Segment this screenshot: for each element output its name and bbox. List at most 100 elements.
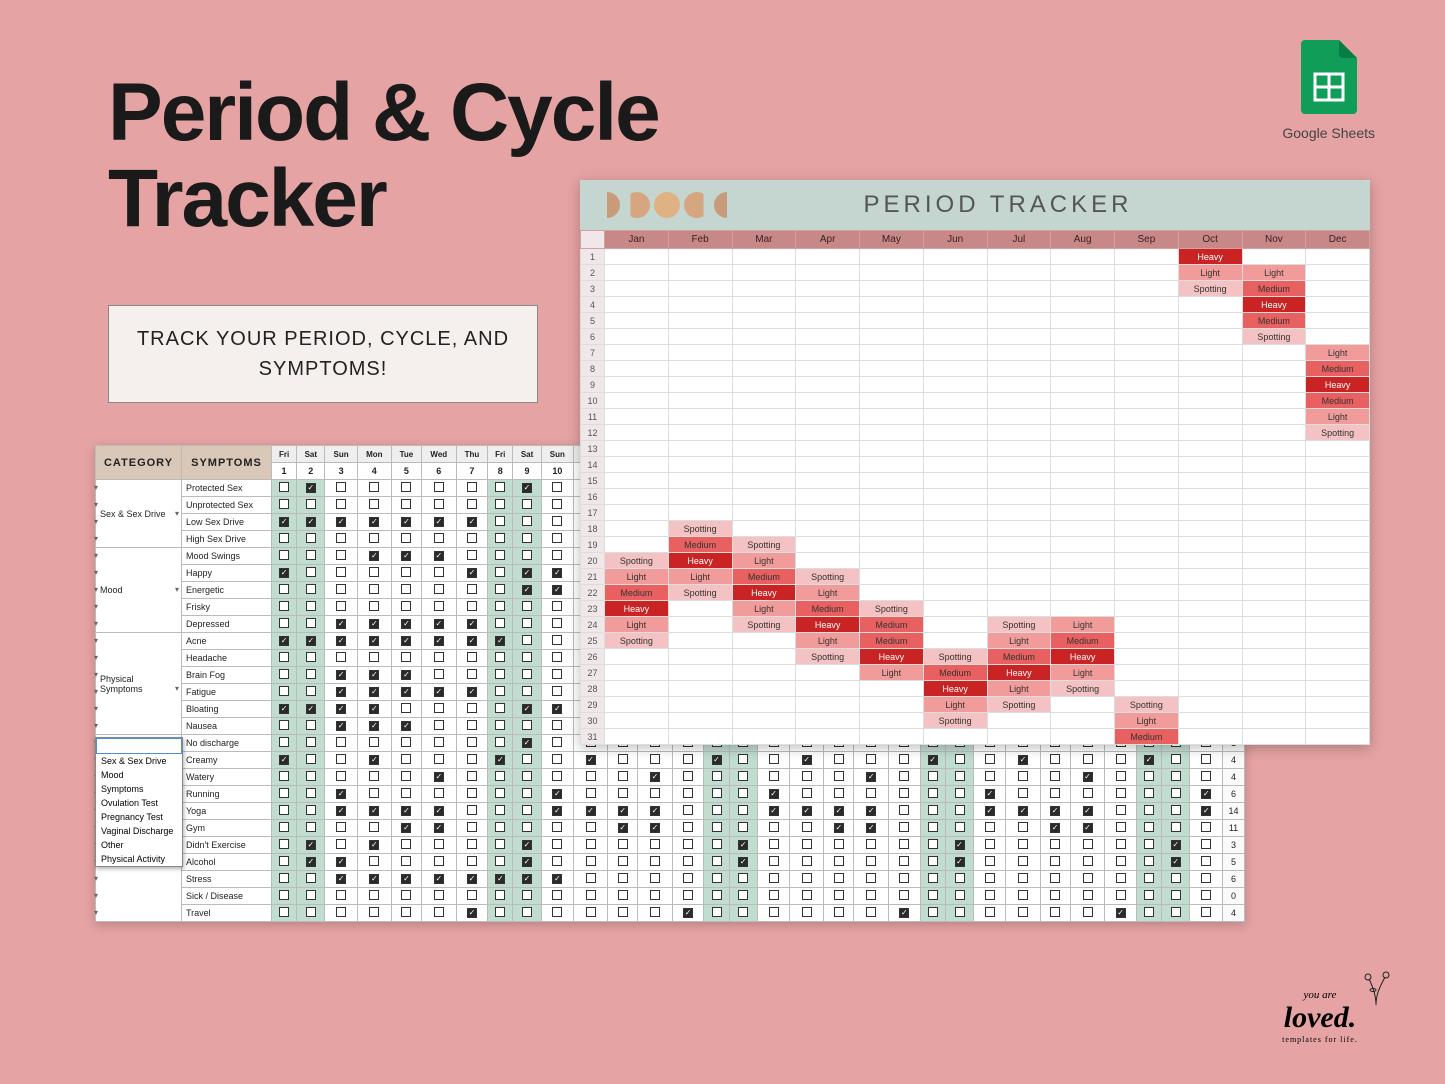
checkbox-icon[interactable] bbox=[522, 601, 532, 611]
check-cell[interactable] bbox=[357, 701, 391, 718]
checkbox-icon[interactable] bbox=[434, 839, 444, 849]
period-cell[interactable] bbox=[923, 361, 987, 377]
check-cell[interactable] bbox=[488, 633, 513, 650]
check-cell[interactable] bbox=[391, 633, 421, 650]
check-cell[interactable] bbox=[1105, 803, 1137, 820]
period-cell[interactable] bbox=[796, 457, 860, 473]
checkbox-icon[interactable] bbox=[683, 873, 693, 883]
check-cell[interactable] bbox=[541, 531, 573, 548]
checkbox-icon[interactable] bbox=[495, 822, 505, 832]
checkbox-icon[interactable] bbox=[401, 652, 411, 662]
checkbox-icon[interactable] bbox=[467, 568, 477, 578]
symptom-cell[interactable]: ▾ Sick / Disease bbox=[182, 888, 272, 905]
check-cell[interactable] bbox=[945, 871, 973, 888]
checkbox-icon[interactable] bbox=[1171, 754, 1181, 764]
check-cell[interactable] bbox=[824, 854, 854, 871]
period-cell[interactable] bbox=[1306, 617, 1370, 633]
period-cell[interactable] bbox=[1051, 537, 1115, 553]
period-cell[interactable] bbox=[668, 393, 732, 409]
check-cell[interactable] bbox=[325, 837, 357, 854]
check-cell[interactable] bbox=[488, 854, 513, 871]
check-cell[interactable] bbox=[513, 718, 541, 735]
checkbox-icon[interactable] bbox=[522, 771, 532, 781]
checkbox-icon[interactable] bbox=[522, 890, 532, 900]
check-cell[interactable] bbox=[757, 769, 789, 786]
checkbox-icon[interactable] bbox=[401, 788, 411, 798]
checkbox-icon[interactable] bbox=[738, 788, 748, 798]
check-cell[interactable] bbox=[272, 888, 297, 905]
check-cell[interactable] bbox=[488, 888, 513, 905]
period-cell[interactable] bbox=[1051, 569, 1115, 585]
checkbox-icon[interactable] bbox=[279, 771, 289, 781]
checkbox-icon[interactable] bbox=[434, 788, 444, 798]
period-cell[interactable]: Spotting bbox=[1306, 425, 1370, 441]
check-cell[interactable] bbox=[297, 684, 325, 701]
checkbox-icon[interactable] bbox=[522, 857, 532, 867]
period-cell[interactable] bbox=[796, 377, 860, 393]
checkbox-icon[interactable] bbox=[1144, 839, 1154, 849]
check-cell[interactable] bbox=[456, 701, 488, 718]
period-cell[interactable] bbox=[796, 729, 860, 745]
check-cell[interactable] bbox=[456, 735, 488, 752]
checkbox-icon[interactable] bbox=[495, 636, 505, 646]
checkbox-icon[interactable] bbox=[712, 907, 722, 917]
checkbox-icon[interactable] bbox=[522, 788, 532, 798]
check-cell[interactable] bbox=[1162, 786, 1190, 803]
checkbox-icon[interactable] bbox=[336, 517, 346, 527]
check-cell[interactable] bbox=[272, 905, 297, 922]
period-cell[interactable] bbox=[1242, 425, 1306, 441]
check-cell[interactable] bbox=[325, 514, 357, 531]
check-cell[interactable] bbox=[920, 803, 945, 820]
period-cell[interactable] bbox=[1242, 249, 1306, 265]
period-cell[interactable] bbox=[1178, 665, 1242, 681]
period-cell[interactable] bbox=[796, 345, 860, 361]
checkbox-icon[interactable] bbox=[434, 619, 444, 629]
period-cell[interactable] bbox=[1051, 281, 1115, 297]
check-cell[interactable] bbox=[391, 888, 421, 905]
check-cell[interactable] bbox=[421, 599, 456, 616]
checkbox-icon[interactable] bbox=[552, 601, 562, 611]
period-cell[interactable] bbox=[1178, 617, 1242, 633]
checkbox-icon[interactable] bbox=[1083, 890, 1093, 900]
checkbox-icon[interactable] bbox=[336, 754, 346, 764]
period-cell[interactable] bbox=[1178, 345, 1242, 361]
dropdown-item[interactable]: Mood bbox=[96, 768, 182, 782]
check-cell[interactable] bbox=[1105, 752, 1137, 769]
checkbox-icon[interactable] bbox=[369, 737, 379, 747]
check-cell[interactable] bbox=[421, 565, 456, 582]
period-cell[interactable]: Heavy bbox=[1051, 649, 1115, 665]
checkbox-icon[interactable] bbox=[738, 771, 748, 781]
period-cell[interactable] bbox=[796, 425, 860, 441]
checkbox-icon[interactable] bbox=[769, 890, 779, 900]
checkbox-icon[interactable] bbox=[369, 755, 379, 765]
check-cell[interactable] bbox=[573, 752, 607, 769]
checkbox-icon[interactable] bbox=[401, 482, 411, 492]
check-cell[interactable] bbox=[357, 650, 391, 667]
period-cell[interactable] bbox=[732, 697, 796, 713]
checkbox-icon[interactable] bbox=[306, 890, 316, 900]
symptom-cell[interactable]: ▾ Bloating bbox=[182, 701, 272, 718]
check-cell[interactable] bbox=[854, 803, 889, 820]
checkbox-icon[interactable] bbox=[522, 874, 532, 884]
check-cell[interactable] bbox=[729, 820, 757, 837]
period-cell[interactable] bbox=[605, 393, 669, 409]
checkbox-icon[interactable] bbox=[522, 669, 532, 679]
checkbox-icon[interactable] bbox=[955, 822, 965, 832]
checkbox-icon[interactable] bbox=[495, 703, 505, 713]
check-cell[interactable] bbox=[456, 684, 488, 701]
period-cell[interactable]: Heavy bbox=[1178, 249, 1242, 265]
period-cell[interactable] bbox=[1115, 441, 1179, 457]
symptom-cell[interactable]: ▾ Depressed bbox=[182, 616, 272, 633]
check-cell[interactable] bbox=[608, 905, 638, 922]
check-cell[interactable] bbox=[608, 888, 638, 905]
check-cell[interactable] bbox=[638, 905, 673, 922]
period-cell[interactable] bbox=[732, 441, 796, 457]
checkbox-icon[interactable] bbox=[899, 856, 909, 866]
checkbox-icon[interactable] bbox=[467, 550, 477, 560]
period-cell[interactable] bbox=[1115, 281, 1179, 297]
checkbox-icon[interactable] bbox=[306, 601, 316, 611]
period-cell[interactable] bbox=[605, 729, 669, 745]
check-cell[interactable] bbox=[541, 616, 573, 633]
check-cell[interactable] bbox=[456, 803, 488, 820]
period-cell[interactable] bbox=[860, 345, 924, 361]
